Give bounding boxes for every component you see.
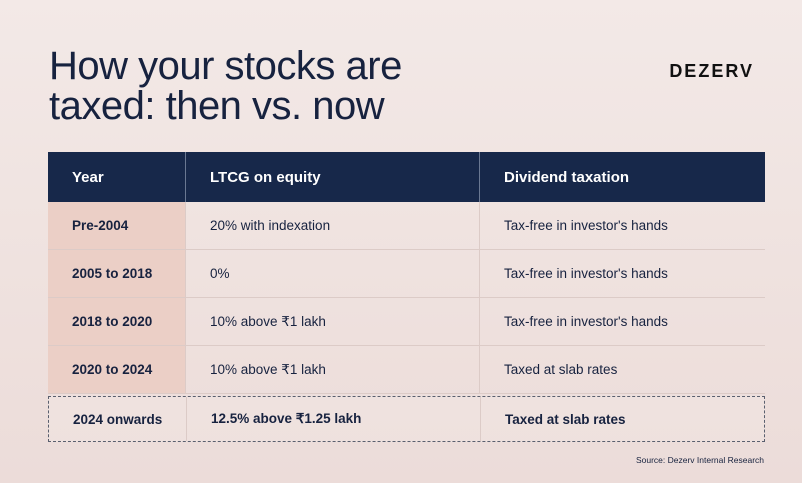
table-row-highlighted: 2024 onwards 12.5% above ₹1.25 lakh Taxe… xyxy=(48,396,765,442)
cell-ltcg: 10% above ₹1 lakh xyxy=(185,346,479,393)
brand-logo: DEZERV xyxy=(669,61,754,81)
tax-table: Year LTCG on equity Dividend taxation Pr… xyxy=(48,152,765,442)
header-year: Year xyxy=(72,168,104,186)
title-line-1: How your stocks are xyxy=(49,44,402,88)
table-row: Pre-2004 20% with indexation Tax-free in… xyxy=(48,202,765,250)
title-line-2: taxed: then vs. now xyxy=(49,84,385,128)
table-row: 2005 to 2018 0% Tax-free in investor's h… xyxy=(48,250,765,298)
cell-dividend: Tax-free in investor's hands xyxy=(479,298,765,345)
cell-ltcg: 0% xyxy=(185,250,479,297)
table-row: 2020 to 2024 10% above ₹1 lakh Taxed at … xyxy=(48,346,765,394)
source-note: Source: Dezerv Internal Research xyxy=(635,455,764,465)
cell-ltcg: 12.5% above ₹1.25 lakh xyxy=(186,397,480,441)
cell-year: Pre-2004 xyxy=(48,202,185,249)
cell-dividend: Tax-free in investor's hands xyxy=(479,202,765,249)
cell-year: 2024 onwards xyxy=(73,411,163,427)
cell-year: 2005 to 2018 xyxy=(48,250,185,297)
header-ltcg: LTCG on equity xyxy=(185,152,479,202)
cell-dividend: Taxed at slab rates xyxy=(479,346,765,393)
cell-ltcg: 10% above ₹1 lakh xyxy=(185,298,479,345)
header-dividend: Dividend taxation xyxy=(479,152,765,202)
page-title: How your stocks are taxed: then vs. now xyxy=(49,46,402,126)
table-header: Year LTCG on equity Dividend taxation xyxy=(48,152,765,202)
cell-year: 2018 to 2020 xyxy=(48,298,185,345)
table-row: 2018 to 2020 10% above ₹1 lakh Tax-free … xyxy=(48,298,765,346)
table-body: Pre-2004 20% with indexation Tax-free in… xyxy=(48,202,765,442)
cell-ltcg: 20% with indexation xyxy=(185,202,479,249)
cell-year: 2020 to 2024 xyxy=(48,346,185,393)
cell-dividend: Tax-free in investor's hands xyxy=(479,250,765,297)
cell-dividend: Taxed at slab rates xyxy=(480,397,766,441)
